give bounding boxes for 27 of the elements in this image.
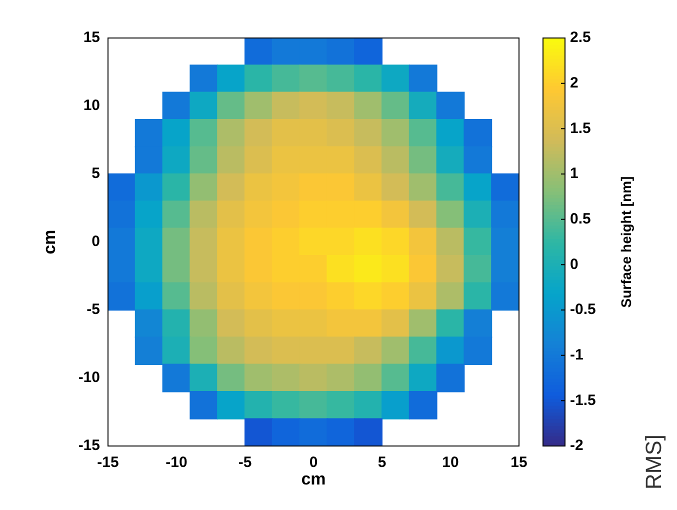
x-tick-label: -5 — [238, 454, 252, 472]
y-tick-label: 5 — [92, 165, 100, 182]
x-axis-title: cm — [301, 469, 326, 488]
x-tick-label: 0 — [309, 454, 318, 472]
y-tick-label: -10 — [78, 369, 100, 386]
x-tick-label: 15 — [510, 454, 528, 472]
color-bar-label: 0.5 — [570, 210, 591, 228]
color-bar-label: 0 — [570, 256, 578, 273]
text: RMS] — [641, 434, 666, 490]
y-tick-label: -15 — [78, 437, 100, 454]
y-tick-label: 10 — [83, 97, 100, 114]
color-bar-label: -2 — [570, 437, 584, 454]
y-tick-label: 0 — [92, 233, 100, 250]
y-axis-title: cm — [40, 230, 59, 254]
y-tick-label: 15 — [83, 29, 100, 46]
color-bar-label: -0.5 — [570, 301, 596, 318]
color-bar-label: 1 — [570, 165, 578, 182]
x-tick-label: 5 — [378, 454, 386, 472]
x-tick-label: 10 — [442, 454, 459, 472]
x-tick-label: -10 — [166, 454, 188, 472]
color-bar-label: 2.5 — [570, 29, 591, 46]
color-bar-label: -1 — [570, 346, 584, 364]
color-bar-label: -1.5 — [570, 392, 596, 409]
color-bar-label: 1.5 — [570, 120, 591, 137]
color-bar-title: Surface height [nm] — [618, 176, 634, 308]
color-bar-label: 2 — [570, 74, 578, 92]
y-tick-label: -5 — [86, 301, 100, 318]
